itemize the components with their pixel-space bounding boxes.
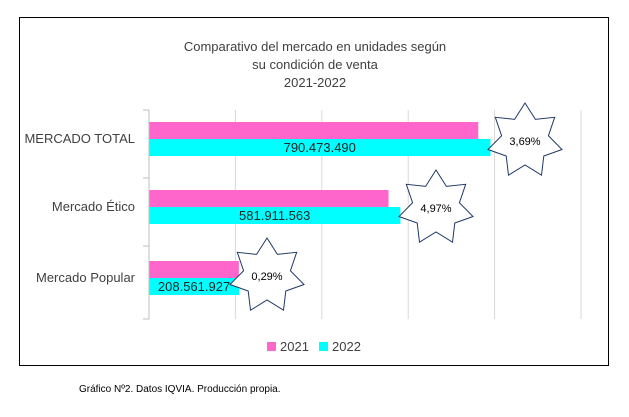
change-label: 3,69% <box>509 136 540 148</box>
chart-title-line: 2021-2022 <box>284 75 346 90</box>
bar-chart: Comparativo del mercado en unidades segú… <box>24 39 582 354</box>
legend-swatch <box>319 342 328 351</box>
change-label: 4,97% <box>420 203 451 215</box>
change-star-icon <box>487 102 563 177</box>
category-label: Mercado Ético <box>52 199 135 214</box>
legend-swatch <box>267 342 276 351</box>
bar-2021 <box>149 261 239 278</box>
category-label: MERCADO TOTAL <box>24 131 135 146</box>
category-label: Mercado Popular <box>36 270 136 285</box>
bar-2021 <box>149 190 389 207</box>
chart-title-line: Comparativo del mercado en unidades segú… <box>184 39 446 54</box>
legend-label: 2021 <box>280 339 309 354</box>
legend-label: 2022 <box>332 339 361 354</box>
bar-2022 <box>149 139 491 156</box>
change-star-icon <box>229 237 305 312</box>
bar-2022 <box>149 278 240 295</box>
chart-caption: Gráfico Nº2. Datos IQVIA. Producción pro… <box>79 384 281 395</box>
value-label: 581.911.563 <box>239 208 310 223</box>
value-label: 790.473.490 <box>284 140 356 155</box>
chart-title-line: su condición de venta <box>252 57 379 72</box>
value-label: 208.561.927 <box>158 279 230 294</box>
chart-frame: Comparativo del mercado en unidades segú… <box>19 17 609 366</box>
change-star-icon <box>398 169 474 244</box>
bar-2021 <box>149 122 479 139</box>
change-label: 0,29% <box>251 271 282 283</box>
bar-2022 <box>149 207 401 224</box>
